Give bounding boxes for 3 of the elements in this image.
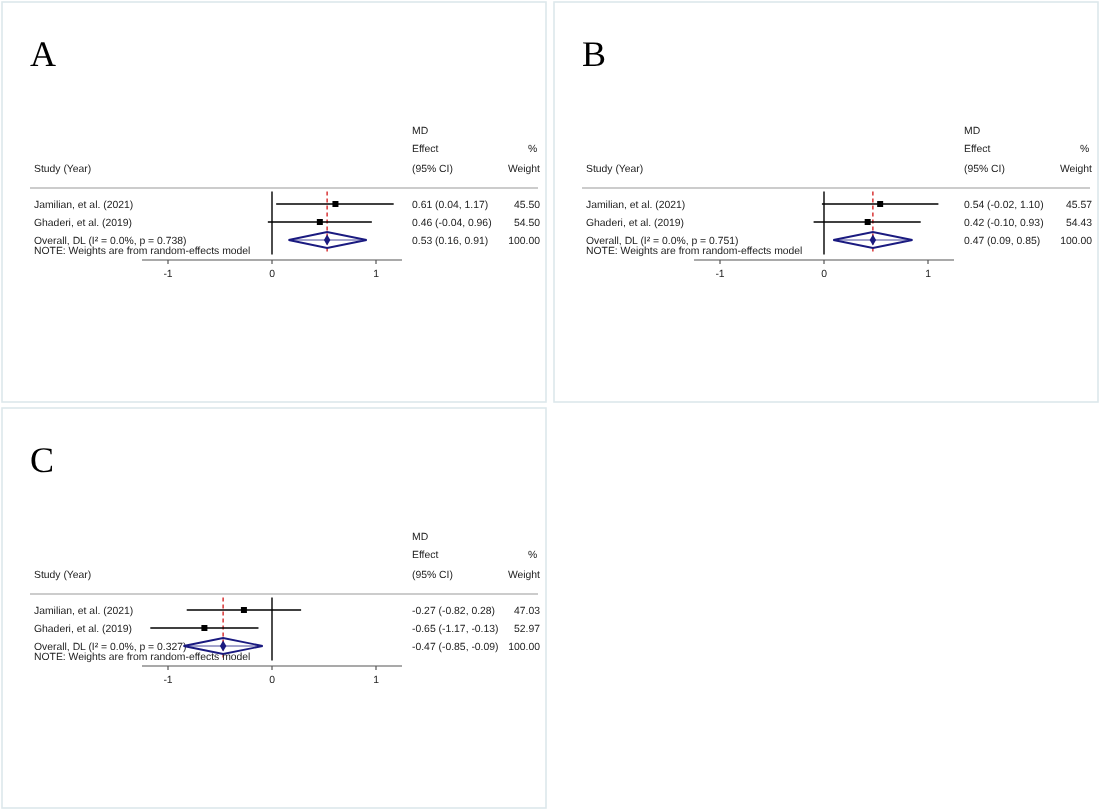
chart-title: C — [30, 440, 55, 480]
chart-title: B — [582, 34, 607, 74]
chart-title: A — [30, 34, 56, 74]
